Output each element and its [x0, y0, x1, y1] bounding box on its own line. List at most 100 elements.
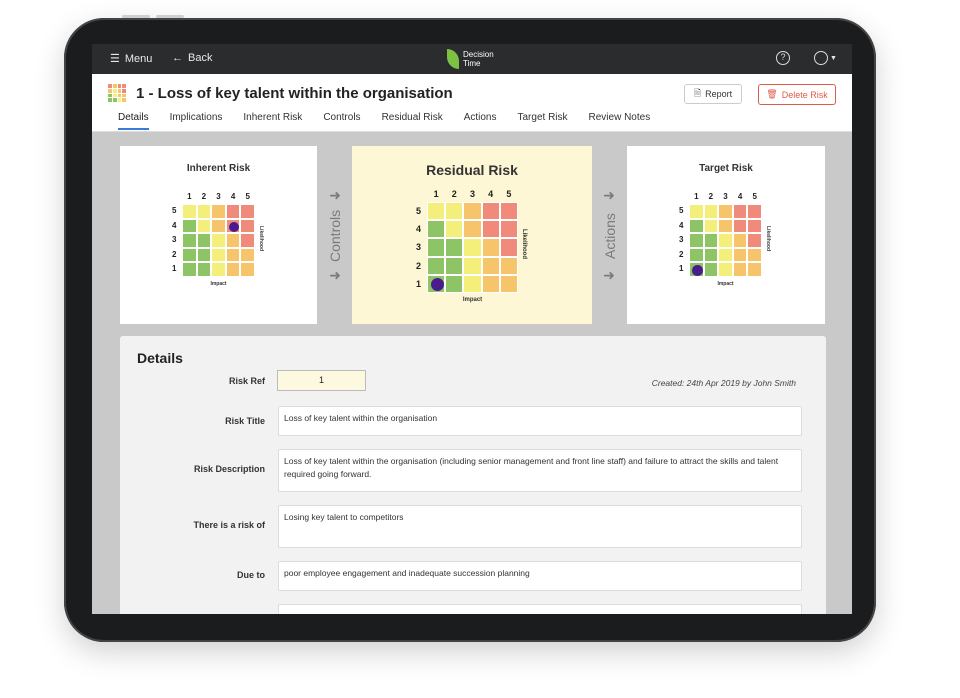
leaf-icon [447, 49, 459, 69]
matrix-cell [747, 204, 762, 219]
target-risk-card[interactable]: Target Risk 1 2 3 4 5 5 4 3 2 1 Impact Likelihood [627, 146, 825, 324]
matrix-cell [211, 233, 226, 248]
matrix-cell [240, 262, 255, 277]
risk-title-field[interactable]: Loss of key talent within the organisati… [278, 406, 802, 436]
matrix-cell [703, 247, 719, 263]
risk-of-field[interactable]: Losing key talent to competitors [278, 505, 802, 548]
risk-description-field[interactable]: Loss of key talent within the organisati… [278, 449, 802, 492]
back-button[interactable]: ← Back [172, 52, 212, 64]
impact-axis-label: Impact [462, 297, 483, 303]
matrix-cell [225, 204, 241, 219]
top-nav-bar: ☰ Menu ← Back Decision Time ? ▼ [92, 44, 852, 74]
hamburger-icon: ☰ [110, 53, 120, 65]
matrix-cell [463, 220, 482, 239]
matrix-cell [463, 238, 482, 257]
matrix-cell [499, 220, 518, 239]
risk-position-marker [692, 265, 703, 276]
matrix-cell [225, 247, 241, 263]
arrow-right-icon: ➜ [603, 187, 615, 203]
impact-axis-label: Impact [717, 281, 734, 287]
matrix-cell [689, 233, 704, 248]
row-number: 5 [679, 206, 684, 215]
chevron-down-icon: ▼ [830, 54, 837, 62]
matrix-cell [481, 220, 500, 239]
delete-risk-button[interactable]: 🗑 Delete Risk [758, 84, 836, 105]
matrix-cell [732, 218, 748, 234]
row-number: 3 [416, 242, 422, 253]
matrix-cell [732, 262, 748, 277]
likelihood-axis-label: Likelihood [765, 225, 771, 251]
risk-description-label: Risk Description [193, 464, 265, 474]
report-button[interactable]: 🗎 Report [684, 84, 742, 104]
matrix-cell [240, 204, 255, 219]
back-label: Back [188, 52, 213, 64]
row-number: 4 [679, 220, 684, 230]
matrix-cell [689, 262, 704, 277]
column-number: 4 [737, 192, 743, 201]
matrix-cell [718, 247, 733, 263]
risk-ref-label: Risk Ref [228, 376, 265, 386]
impact-axis-label: Impact [210, 281, 227, 287]
tablet-top-button [156, 15, 184, 18]
tab-implications[interactable]: Implications [169, 112, 223, 123]
column-number: 3 [216, 192, 221, 201]
matrix-cell [445, 238, 464, 257]
help-icon[interactable]: ? [776, 51, 790, 65]
matrix-cell [182, 262, 197, 277]
matrix-cell [718, 262, 733, 277]
tab-details[interactable]: Details [118, 112, 149, 130]
matrix-cell [182, 233, 197, 248]
residual-risk-card[interactable]: Residual Risk 1 2 3 4 5 5 4 3 2 1 Impact Likelihood [352, 146, 592, 324]
user-menu-button[interactable]: ▼ [814, 51, 837, 65]
matrix-cell [196, 204, 212, 219]
row-number: 1 [679, 264, 684, 274]
row-number: 4 [172, 220, 177, 230]
matrix-cell [463, 256, 482, 275]
logo-text-line2: Time [463, 59, 481, 68]
matrix-cell [225, 262, 241, 277]
due-to-field[interactable]: poor employee engagement and inadequate … [278, 561, 802, 591]
row-number: 2 [172, 249, 177, 259]
tab-residual-risk[interactable]: Residual Risk [381, 112, 443, 123]
risk-ref-field[interactable]: 1 [277, 370, 366, 391]
row-number: 4 [416, 224, 422, 235]
app-screen: ☰ Menu ← Back Decision Time ? ▼ 1 - Loss [92, 44, 852, 614]
column-number: 5 [752, 192, 757, 201]
menu-button[interactable]: ☰ Menu [110, 52, 152, 66]
matrix-cell [481, 256, 500, 275]
matrix-cell [732, 247, 748, 263]
matrix-cell [211, 204, 226, 219]
report-label: Report [705, 89, 733, 99]
matrix-cell [689, 218, 704, 234]
row-number: 5 [416, 206, 422, 216]
risk-title-label: Risk Title [225, 416, 265, 426]
matrix-cell [703, 204, 719, 219]
tab-target-risk[interactable]: Target Risk [517, 112, 568, 123]
tablet-top-button [122, 15, 150, 18]
column-number: 2 [201, 192, 207, 201]
row-number: 3 [172, 235, 177, 245]
matrix-cell [240, 247, 255, 263]
card-title: Target Risk [699, 163, 753, 174]
tab-inherent-risk[interactable]: Inherent Risk [243, 112, 303, 123]
created-info: Created: 24th Apr 2019 by John Smith [651, 378, 796, 388]
column-number: 5 [506, 189, 512, 199]
tab-controls[interactable]: Controls [323, 112, 361, 123]
column-number: 1 [433, 189, 439, 199]
matrix-cell [427, 220, 446, 239]
matrix-cell [445, 274, 464, 293]
matrix-cell [689, 204, 704, 219]
matrix-cell [732, 233, 748, 248]
next-field[interactable] [278, 604, 802, 614]
section-heading: Details [137, 350, 183, 366]
matrix-cell [463, 202, 482, 221]
matrix-cell [499, 202, 518, 221]
matrix-cell [689, 247, 704, 263]
tab-review-notes[interactable]: Review Notes [588, 112, 651, 123]
matrix-cell [747, 218, 762, 234]
inherent-risk-card[interactable]: Inherent Risk 1 2 3 4 5 5 4 3 2 1 Impact Likelihood [120, 146, 317, 324]
tab-actions[interactable]: Actions [463, 112, 497, 123]
likelihood-row-numbers: 5 4 3 2 1 [679, 204, 683, 277]
